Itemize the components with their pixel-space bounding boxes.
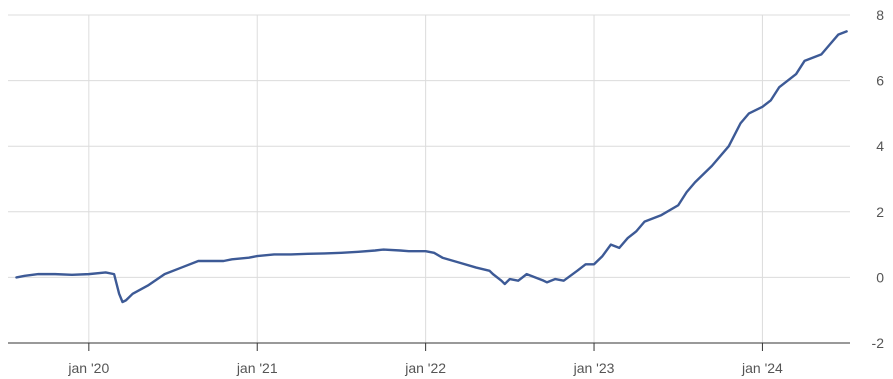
series-layer [15,30,848,304]
x-tick-label: jan '20 [67,360,109,376]
y-tick-label: 4 [876,138,884,154]
x-tick-label: jan '24 [741,360,783,376]
y-tick-label: 8 [876,7,884,23]
y-tick-label: 6 [876,73,884,89]
tick-labels: -2 0 2 4 6 8 jan '20 jan '21 jan '22 jan '23 jan '… [67,7,884,376]
y-tick-label: 2 [876,204,884,220]
series-line [15,30,848,304]
y-tick-label: -2 [872,335,885,351]
x-tick-label: jan '23 [573,360,615,376]
x-tick-label: jan '21 [236,360,278,376]
y-tick-label: 0 [876,269,884,285]
x-tick-label: jan '22 [404,360,446,376]
x-axis [8,342,850,351]
grid-layer [8,14,850,343]
